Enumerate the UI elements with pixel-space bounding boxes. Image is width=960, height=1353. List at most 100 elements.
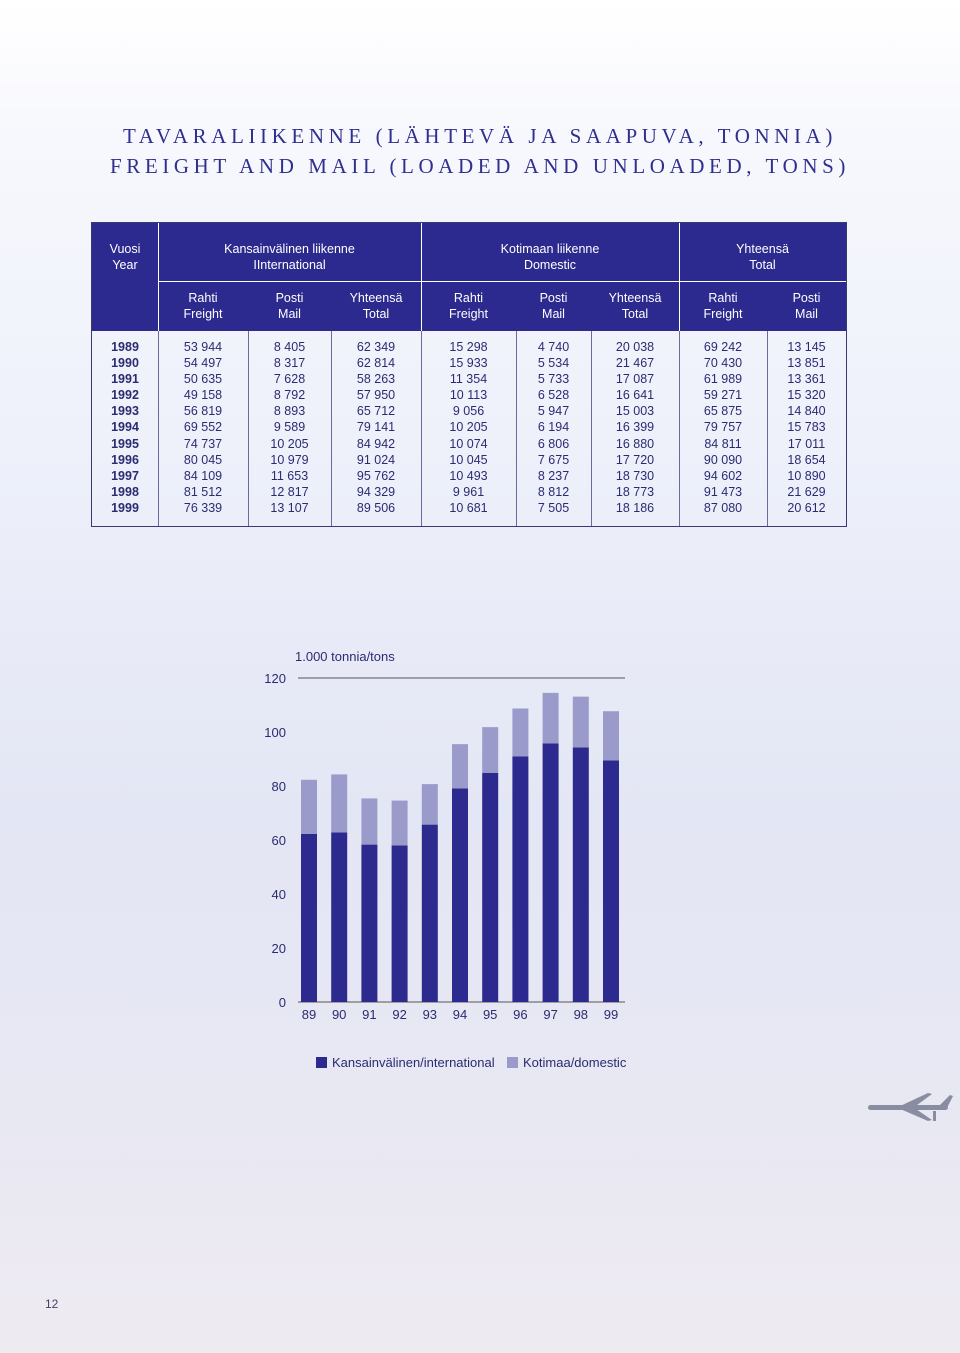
legend-label-international: Kansainvälinen/international: [332, 1055, 495, 1070]
table-cell: 56 819: [183, 404, 223, 419]
table-cell: 10 890: [787, 468, 826, 483]
header-international-en: IInternational: [253, 258, 326, 272]
table-cell: 50 635: [183, 372, 223, 387]
bar-domestic: [452, 744, 468, 789]
table-cell: 7 628: [273, 372, 306, 387]
header-total-fi: Yhteensä: [736, 242, 789, 256]
bar-domestic: [301, 779, 317, 834]
table-cell: 15 783: [787, 420, 826, 435]
table-cell: 91 473: [703, 484, 743, 499]
bar-domestic: [482, 727, 499, 773]
page-title-finnish: TAVARALIIKENNE (LÄHTEVÄ JA SAAPUVA, TONN…: [123, 124, 837, 148]
bar-international: [452, 788, 468, 1002]
legend-swatch-domestic: [507, 1057, 518, 1068]
table-cell: 9 961: [452, 484, 485, 499]
y-tick-label: 60: [272, 833, 286, 848]
subheader-intl-total: Yhteensä Total: [349, 291, 403, 321]
legend-item-international: Kansainvälinen/international: [316, 1055, 495, 1070]
table-cell: 16 399: [615, 420, 655, 435]
table-cell: 65 875: [703, 404, 743, 419]
table-cell: 15 298: [449, 340, 488, 354]
table-cell: 1998: [111, 484, 139, 499]
table-cell: 70 430: [703, 356, 743, 371]
bar-international: [421, 824, 438, 1002]
x-tick-label: 90: [332, 1007, 346, 1020]
x-tick-label: 97: [543, 1007, 557, 1020]
header-total: Yhteensä Total: [679, 241, 846, 273]
table-cell: 17 011: [787, 436, 826, 451]
y-tick-label: 120: [264, 671, 286, 686]
subheader-dom-mail: Posti Mail: [539, 291, 568, 321]
table-cell: 10 113: [449, 388, 488, 403]
table-cell: 1989: [111, 340, 139, 354]
table-cell: 9 589: [273, 420, 306, 435]
table-cell: 10 205: [449, 420, 488, 435]
table-cell: 1992: [111, 388, 139, 403]
table-cell: 9 056: [452, 404, 485, 419]
table-cell: 7 505: [537, 500, 570, 515]
bar-domestic: [421, 784, 438, 825]
page-number: 12: [45, 1297, 59, 1311]
subheader-dom-total: Yhteensä Total: [608, 291, 662, 321]
table-column-intl-freight: 53 944 54 497 50 635 49 158 56 819 69 552 74 7…: [158, 339, 248, 516]
bar-domestic: [361, 798, 378, 845]
table-column-intl-mail: 8 405 8 317 7 628 8 792 8 893 9 589 10 205 10 9…: [248, 339, 331, 516]
header-year-fi: Vuosi: [109, 242, 141, 256]
table-column-intl-total: 62 349 62 814 58 263 57 950 65 712 79 141 84 9…: [331, 339, 421, 516]
bar-domestic: [603, 711, 619, 761]
table-cell: 1994: [111, 420, 139, 435]
table-cell: 21 467: [615, 356, 655, 371]
x-tick-label: 91: [362, 1007, 376, 1020]
bar-international: [391, 845, 408, 1002]
table-cell: 10 493: [449, 468, 488, 483]
table-cell: 76 339: [183, 500, 223, 515]
header-international-fi: Kansainvälinen liikenne: [224, 242, 355, 256]
bar-international: [361, 844, 378, 1002]
table-cell: 6 806: [537, 436, 570, 451]
bar-international: [542, 743, 559, 1002]
table-cell: 5 947: [537, 404, 570, 419]
table-cell: 62 349: [356, 340, 396, 354]
table-cell: 13 851: [787, 356, 826, 371]
table-cell: 11 653: [270, 468, 309, 483]
table-cell: 15 320: [787, 388, 826, 403]
bar-domestic: [391, 800, 408, 846]
table-cell: 5 733: [537, 372, 570, 387]
y-tick-label: 0: [279, 995, 286, 1010]
legend-label-domestic: Kotimaa/domestic: [523, 1055, 627, 1070]
header-year-en: Year: [112, 258, 138, 272]
legend-item-domestic: Kotimaa/domestic: [507, 1055, 626, 1070]
table-cell: 10 205: [270, 436, 309, 451]
table-cell: 15 003: [615, 404, 655, 419]
table-cell: 1999: [111, 500, 139, 515]
table-cell: 17 087: [615, 372, 655, 387]
table-cell: 5 534: [537, 356, 570, 371]
table-cell: 49 158: [183, 388, 223, 403]
table-header: Vuosi Year Kansainvälinen liikenne IInte…: [92, 223, 846, 331]
table-cell: 90 090: [703, 452, 743, 467]
table-cell: 14 840: [787, 404, 826, 419]
table-cell: 18 773: [615, 484, 655, 499]
table-cell: 61 989: [703, 372, 743, 387]
table-column-dom-mail: 4 740 5 534 5 733 6 528 5 947 6 194 6 806 7 675…: [516, 339, 591, 516]
table-cell: 16 880: [615, 436, 655, 451]
table-cell: 89 506: [356, 500, 396, 515]
x-tick-label: 89: [302, 1007, 316, 1020]
x-tick-label: 95: [483, 1007, 497, 1020]
freight-bar-chart: 1.000 tonnia/tons02040608010012089902%91…: [264, 649, 625, 1020]
table-cell: 69 552: [183, 420, 223, 435]
table-cell: 15 933: [449, 356, 488, 371]
table-cell: 57 950: [356, 388, 396, 403]
table-cell: 84 942: [356, 436, 396, 451]
table-cell: 20 612: [787, 500, 826, 515]
table-cell: 79 757: [703, 420, 743, 435]
table-cell: 58 263: [356, 372, 396, 387]
chart-title: 1.000 tonnia/tons: [295, 649, 395, 664]
x-tick-label: 94: [453, 1007, 467, 1020]
x-tick-label: 92: [392, 1007, 406, 1020]
table-cell: 6 194: [537, 420, 570, 435]
bar-domestic: [512, 708, 529, 757]
table-cell: 13 145: [787, 340, 826, 354]
table-cell: 7 675: [537, 452, 570, 467]
page-title-english: FREIGHT AND MAIL (LOADED AND UNLOADED, T…: [109, 154, 851, 178]
